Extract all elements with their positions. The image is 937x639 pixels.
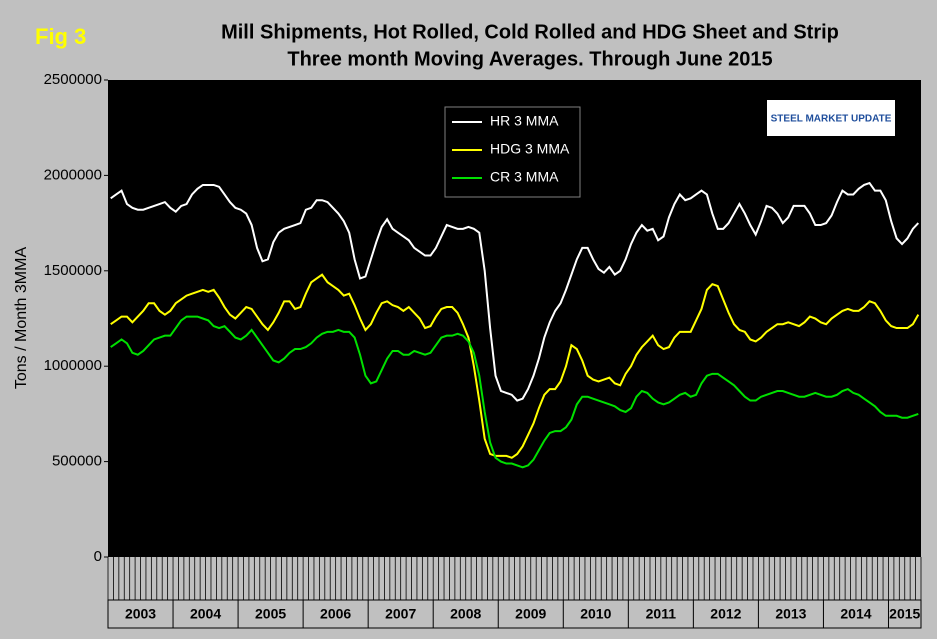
series-line bbox=[110, 315, 919, 469]
logo: STEEL MARKET UPDATE bbox=[771, 114, 892, 125]
legend-label: CR 3 MMA bbox=[490, 169, 559, 185]
y-tick-label: 1500000 bbox=[44, 262, 102, 279]
x-tick-label: 2010 bbox=[580, 606, 611, 622]
y-tick-label: 0 bbox=[94, 548, 102, 565]
x-tick-label: 2004 bbox=[190, 606, 221, 622]
y-axis-label: Tons / Month 3MMA bbox=[13, 247, 30, 390]
x-tick-label: 2003 bbox=[125, 606, 156, 622]
legend-label: HDG 3 MMA bbox=[490, 141, 570, 157]
x-tick-label: 2014 bbox=[840, 606, 871, 622]
year-band bbox=[107, 599, 922, 629]
x-tick-label: 2005 bbox=[255, 606, 286, 622]
x-tick-label: 2012 bbox=[710, 606, 741, 622]
x-tick-label: 2008 bbox=[450, 606, 481, 622]
series-line bbox=[110, 181, 920, 402]
x-tick-label: 2015 bbox=[889, 606, 920, 622]
legend-label: HR 3 MMA bbox=[490, 113, 559, 129]
logo-box bbox=[767, 100, 895, 136]
x-tick-label: 2006 bbox=[320, 606, 351, 622]
chart-subtitle: Three month Moving Averages. Through Jun… bbox=[287, 48, 772, 70]
x-tick-label: 2013 bbox=[775, 606, 806, 622]
x-tick-label: 2007 bbox=[385, 606, 416, 622]
y-tick-label: 1000000 bbox=[44, 357, 102, 374]
series-line bbox=[110, 273, 920, 459]
y-tick-label: 2000000 bbox=[44, 166, 102, 183]
chart-title: Mill Shipments, Hot Rolled, Cold Rolled … bbox=[221, 21, 839, 43]
figure-label: Fig 3 bbox=[35, 24, 86, 49]
y-tick-label: 500000 bbox=[52, 453, 102, 470]
x-tick-label: 2011 bbox=[646, 606, 677, 622]
y-tick-label: 2500000 bbox=[44, 71, 102, 88]
x-tick-label: 2009 bbox=[515, 606, 546, 622]
